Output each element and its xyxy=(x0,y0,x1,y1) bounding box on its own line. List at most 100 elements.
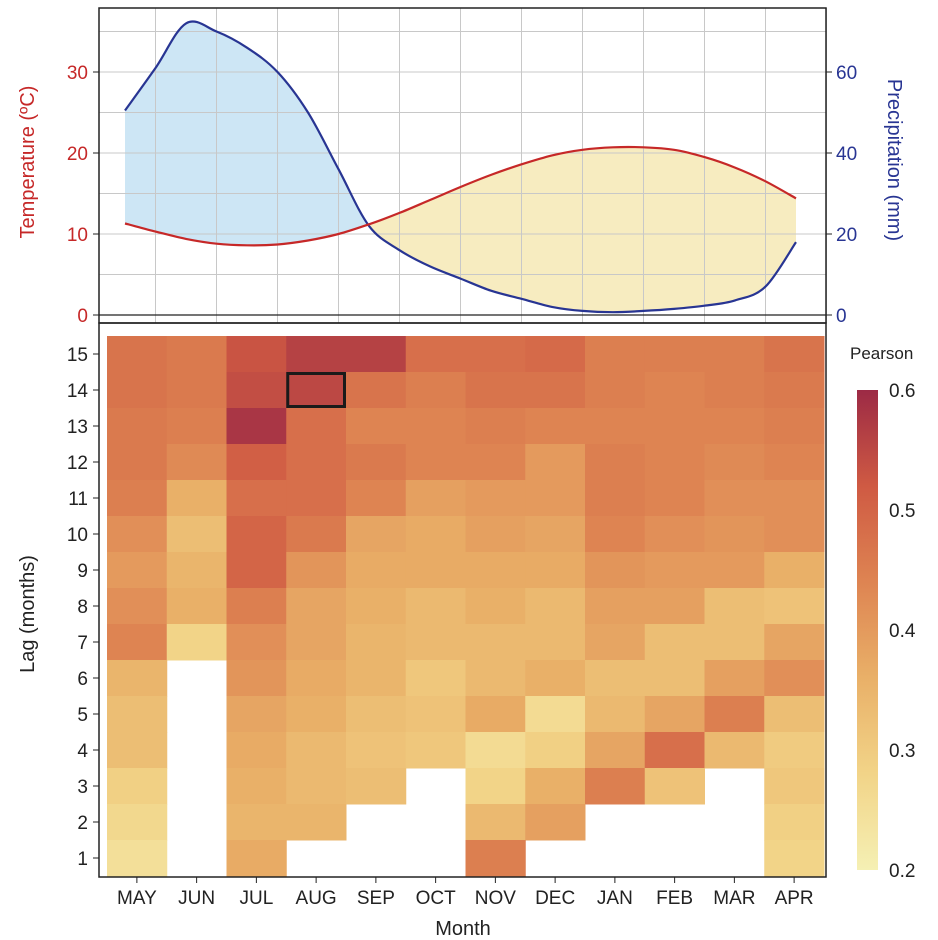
heatmap-cell xyxy=(525,768,586,805)
lag-tick-label: 13 xyxy=(67,417,88,438)
heatmap-cell xyxy=(166,336,227,373)
heatmap-cell xyxy=(226,444,287,481)
temperature-tick-label: 20 xyxy=(67,144,88,165)
heatmap-cell xyxy=(764,588,825,625)
heatmap-cell xyxy=(286,552,347,589)
heatmap-cell xyxy=(226,840,287,877)
heatmap-cell xyxy=(107,696,168,733)
heatmap-cell xyxy=(226,372,287,409)
heatmap-cell xyxy=(226,516,287,553)
heatmap-cell xyxy=(704,444,765,481)
heatmap-cell xyxy=(405,480,466,517)
colorbar xyxy=(857,390,878,870)
heatmap-cell xyxy=(465,480,526,517)
heatmap-cell xyxy=(704,552,765,589)
heatmap-cell xyxy=(166,516,227,553)
heatmap-cell xyxy=(525,732,586,769)
heatmap-cell xyxy=(764,768,825,805)
heatmap-cell xyxy=(107,588,168,625)
heatmap-cell xyxy=(525,372,586,409)
colorbar-tick-label: 0.5 xyxy=(889,501,915,522)
lag-tick-label: 11 xyxy=(68,489,88,510)
heatmap-cell xyxy=(346,552,407,589)
lag-tick-label: 14 xyxy=(67,381,89,402)
heatmap-cell xyxy=(465,552,526,589)
month-tick-label: FEB xyxy=(656,888,693,909)
heatmap-cell xyxy=(346,624,407,661)
heatmap-cell xyxy=(107,840,168,877)
lag-tick-label: 8 xyxy=(77,597,88,618)
heatmap-cell xyxy=(644,444,705,481)
lag-tick-label: 1 xyxy=(77,849,88,870)
heatmap-cell xyxy=(704,696,765,733)
heatmap-cell xyxy=(585,372,646,409)
temperature-line xyxy=(124,145,797,247)
heatmap-cell xyxy=(405,516,466,553)
heatmap-cell xyxy=(226,408,287,445)
temperature-axis-ticks: 0 10 20 30 xyxy=(67,63,99,327)
heatmap-cell xyxy=(286,696,347,733)
heatmap-cell xyxy=(166,480,227,517)
heatmap-cell xyxy=(346,588,407,625)
highlighted-cell-box xyxy=(286,372,346,408)
heatmap-cell xyxy=(525,696,586,733)
heatmap-cell xyxy=(525,588,586,625)
heatmap-cell xyxy=(286,732,347,769)
heatmap-cell xyxy=(226,696,287,733)
heatmap-cell xyxy=(764,372,825,409)
lag-axis-ticks: 15 14 13 12 11 10 9 8 7 6 5 4 3 2 1 xyxy=(67,345,99,870)
precipitation-tick-label: 40 xyxy=(836,144,857,165)
heatmap-cell xyxy=(286,804,347,841)
wet-season-fill xyxy=(125,21,369,246)
heatmap-highlight xyxy=(286,372,346,408)
heatmap-cell xyxy=(764,516,825,553)
lag-heatmap: 15 14 13 12 11 10 9 8 7 6 5 4 3 2 1 MAY JUN JUL AUG SEP OCT… xyxy=(17,322,827,940)
month-tick-label: SEP xyxy=(357,888,395,909)
heatmap-cell xyxy=(107,732,168,769)
heatmap-cell xyxy=(525,516,586,553)
heatmap-cell xyxy=(405,336,466,373)
heatmap-cell xyxy=(644,552,705,589)
month-tick-label: MAR xyxy=(713,888,755,909)
heatmap-cell xyxy=(465,732,526,769)
heatmap-cell xyxy=(465,660,526,697)
month-tick-label: MAY xyxy=(117,888,157,909)
heatmap-cell xyxy=(286,624,347,661)
heatmap-cell xyxy=(346,444,407,481)
heatmap-cell xyxy=(704,480,765,517)
heatmap-cell xyxy=(764,696,825,733)
heatmap-cell xyxy=(704,336,765,373)
heatmap-cell xyxy=(465,408,526,445)
lag-tick-label: 15 xyxy=(67,345,88,366)
precipitation-axis-ticks: 0 20 40 60 xyxy=(826,63,857,327)
heatmap-cell xyxy=(346,372,407,409)
heatmap-cell xyxy=(226,732,287,769)
heatmap-cell xyxy=(704,624,765,661)
heatmap-cell xyxy=(405,624,466,661)
heatmap-cell xyxy=(346,408,407,445)
precipitation-tick-label: 60 xyxy=(836,63,857,84)
heatmap-cell xyxy=(764,336,825,373)
heatmap-cell xyxy=(585,408,646,445)
heatmap-cell xyxy=(346,480,407,517)
heatmap-cell xyxy=(346,660,407,697)
heatmap-cell xyxy=(764,840,825,877)
heatmap-cell xyxy=(764,732,825,769)
month-tick-label: AUG xyxy=(296,888,337,909)
heatmap-cell xyxy=(166,552,227,589)
heatmap-cell xyxy=(465,804,526,841)
heatmap-cell xyxy=(764,804,825,841)
heatmap-cell xyxy=(465,768,526,805)
month-axis-ticks: MAY JUN JUL AUG SEP OCT NOV DEC JAN FEB MAR APR xyxy=(117,877,814,909)
heatmap-cell xyxy=(465,444,526,481)
heatmap-cell xyxy=(764,624,825,661)
heatmap-cell xyxy=(644,336,705,373)
heatmap-cell xyxy=(286,660,347,697)
heatmap-cell xyxy=(107,336,168,373)
heatmap-cell xyxy=(525,408,586,445)
heatmap-cell xyxy=(585,516,646,553)
heatmap-cell xyxy=(465,624,526,661)
heatmap-cell xyxy=(585,588,646,625)
heatmap-cell xyxy=(525,336,586,373)
temperature-tick-label: 30 xyxy=(67,63,88,84)
